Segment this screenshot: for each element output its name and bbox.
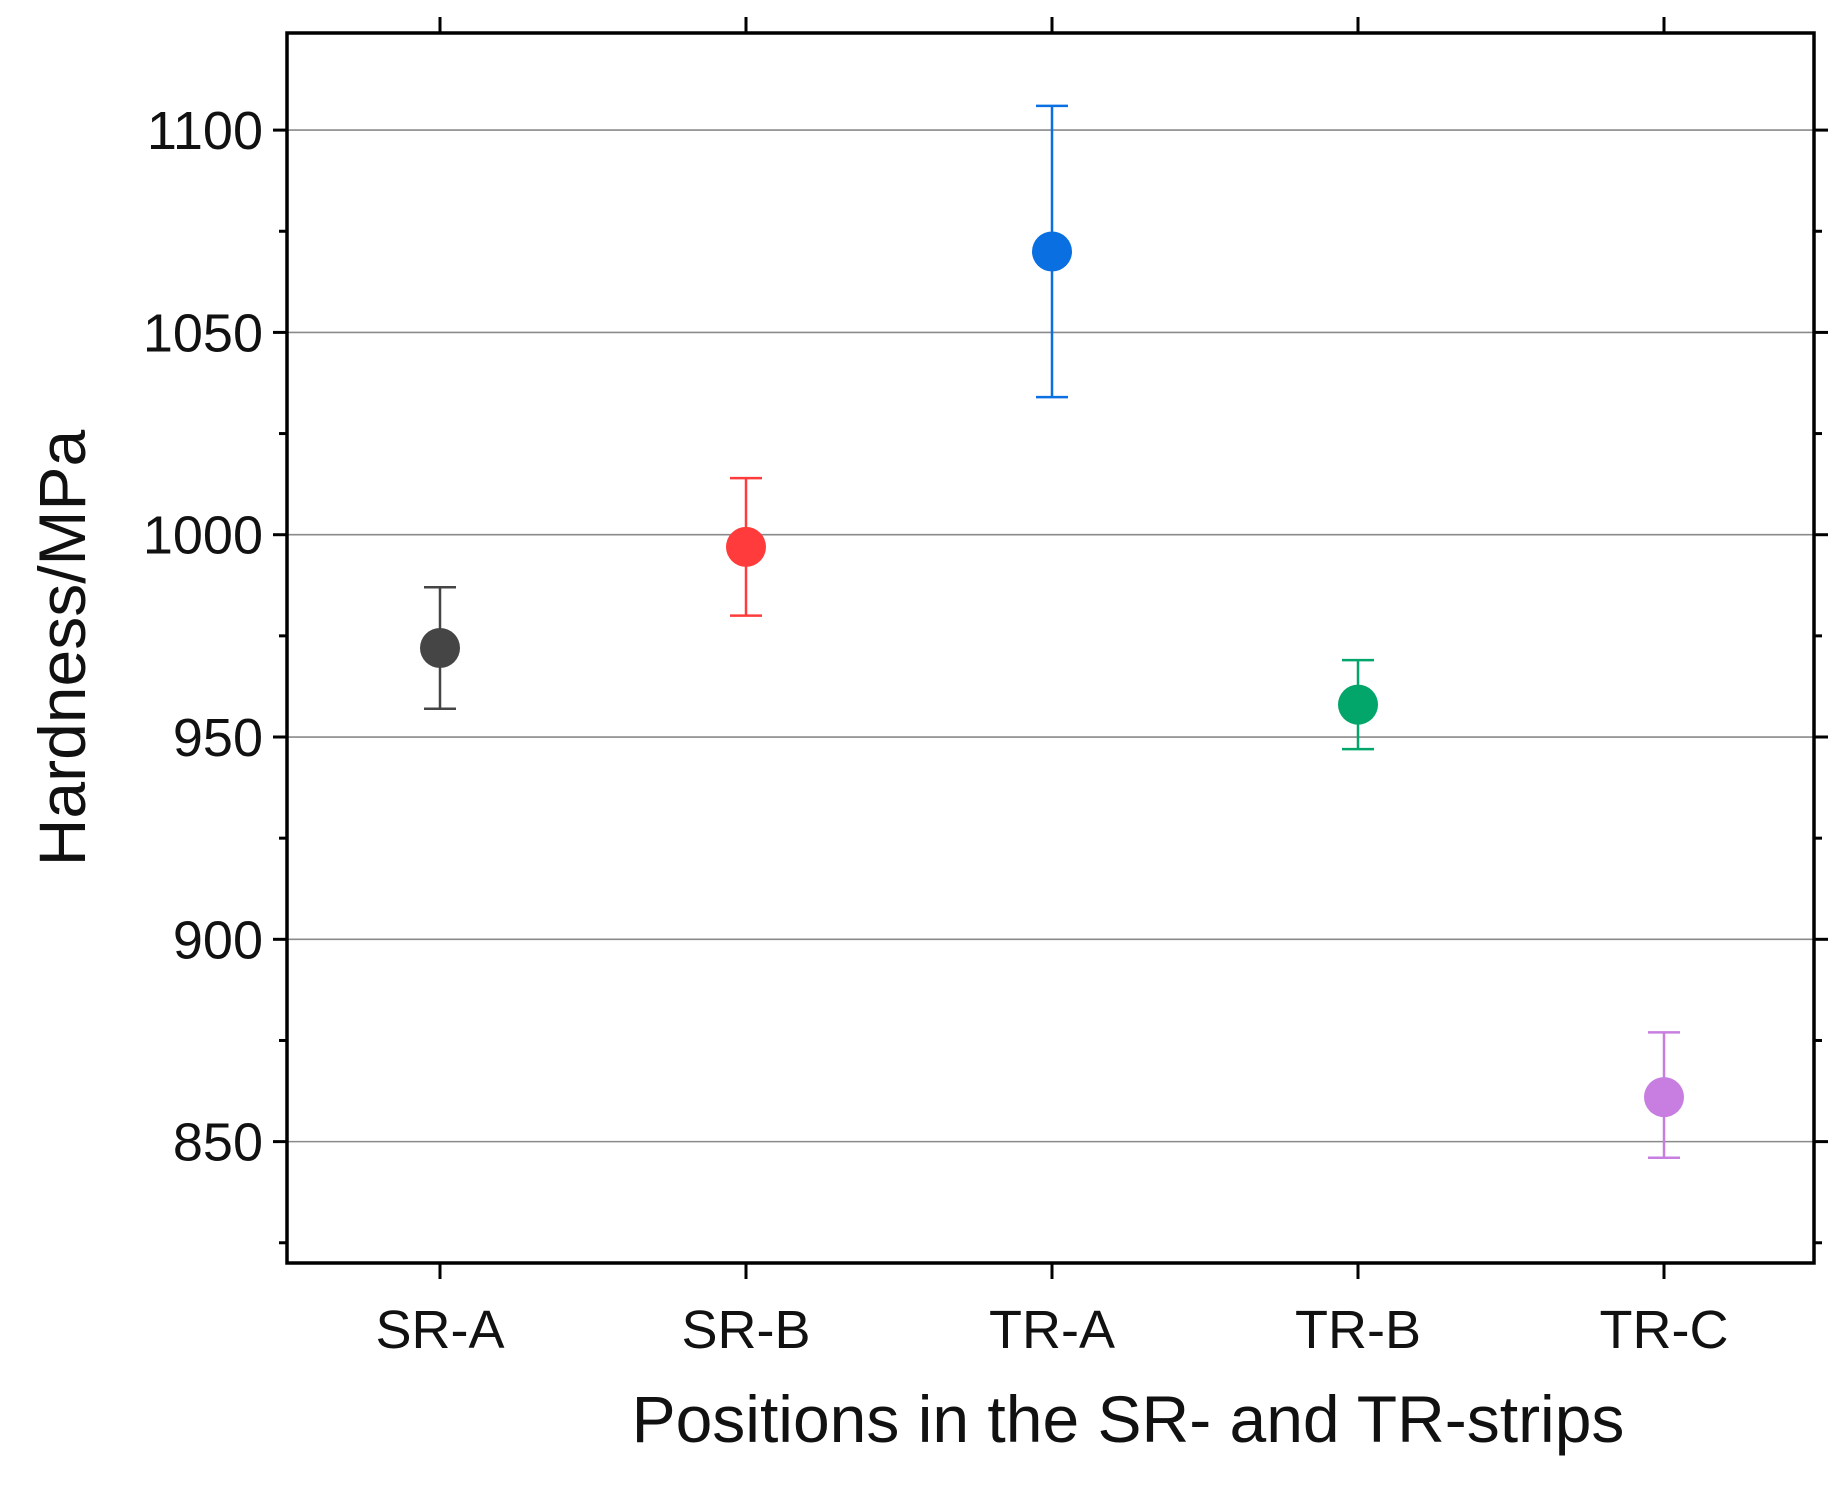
data-point-group-SR-A — [420, 586, 460, 710]
x-tick-label-TR-B: TR-B — [1295, 1300, 1421, 1360]
x-tick-label-TR-C: TR-C — [1600, 1300, 1729, 1360]
axes: 850 900 950 1000 1050 1100 SR-A SR-B TR-A TR-B TR-… — [143, 17, 1828, 1360]
plot-frame — [285, 31, 1816, 1265]
data-points — [420, 104, 1684, 1160]
y-axis-title: Hardness/MPa — [25, 429, 99, 866]
data-point-group-TR-A — [1032, 104, 1072, 399]
y-tick-label-950: 950 — [173, 708, 263, 768]
data-point-TR-C — [1644, 1077, 1684, 1118]
data-point-SR-B — [726, 526, 766, 567]
data-point-group-SR-B — [726, 476, 766, 617]
data-point-group-TR-C — [1644, 1031, 1684, 1160]
y-tick-label-900: 900 — [173, 910, 263, 970]
x-tick-label-SR-A: SR-A — [375, 1300, 504, 1360]
data-point-TR-A — [1032, 231, 1072, 272]
gridlines — [287, 129, 1814, 1143]
y-tick-label-1050: 1050 — [143, 303, 263, 363]
y-tick-label-1000: 1000 — [143, 506, 263, 566]
x-tick-label-TR-A: TR-A — [989, 1300, 1115, 1360]
x-tick-label-SR-B: SR-B — [681, 1300, 810, 1360]
x-axis-title: Positions in the SR- and TR-strips — [632, 1382, 1625, 1456]
y-tick-label-1100: 1100 — [147, 101, 263, 161]
data-point-group-TR-B — [1338, 658, 1378, 751]
y-tick-label-850: 850 — [173, 1113, 263, 1173]
data-point-SR-A — [420, 628, 460, 668]
data-point-TR-B — [1338, 684, 1378, 725]
